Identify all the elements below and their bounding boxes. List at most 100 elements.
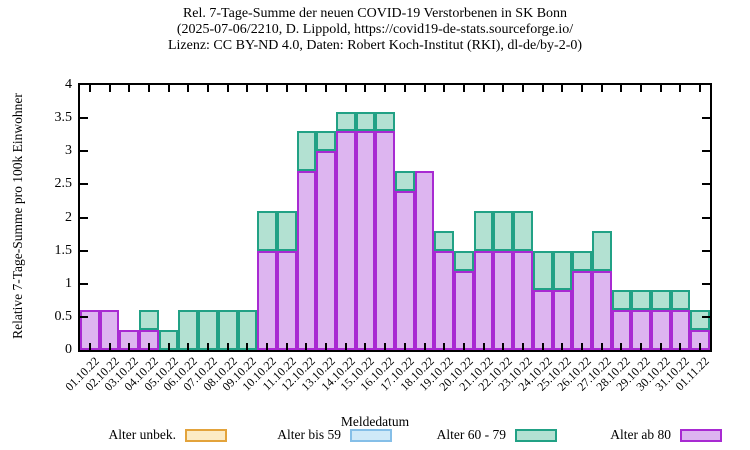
bar-segment — [454, 270, 474, 350]
x-axis-tick — [640, 85, 643, 92]
y-axis-tick — [702, 249, 710, 252]
bar-segment — [572, 250, 592, 271]
bar-segment — [434, 230, 455, 251]
x-axis-tick — [679, 85, 682, 92]
bar-segment — [316, 131, 336, 152]
x-axis-tick — [679, 343, 682, 350]
x-axis-tick — [423, 85, 426, 92]
bar-segment — [355, 111, 376, 132]
x-axis-tick — [423, 343, 426, 350]
x-axis-tick — [167, 85, 170, 92]
bar-segment — [139, 310, 159, 331]
x-axis-tick — [600, 85, 603, 92]
legend-item-alter-bis-59: Alter bis 59 — [150, 427, 392, 443]
bar-segment — [690, 310, 710, 331]
x-axis-tick — [167, 343, 170, 350]
bar-segment — [454, 250, 474, 271]
chart-title-line3: Lizenz: CC BY-ND 4.0, Daten: Robert Koch… — [167, 38, 583, 53]
x-axis-tick — [364, 343, 367, 350]
x-axis-tick — [344, 343, 347, 350]
legend-swatch — [680, 428, 722, 442]
y-axis-tick — [702, 315, 710, 318]
y-axis-tick — [80, 282, 88, 285]
bar-segment — [631, 290, 651, 311]
y-axis-tick-label: 0 — [65, 342, 72, 357]
bar-segment — [335, 111, 356, 132]
bar-segment — [572, 270, 592, 350]
y-axis-tick — [702, 183, 710, 186]
x-axis-tick — [88, 343, 91, 350]
x-axis-tick — [403, 85, 406, 92]
y-axis-tick — [702, 216, 710, 219]
x-axis-tick — [266, 85, 269, 92]
y-axis-tick — [702, 282, 710, 285]
y-axis-tick — [80, 216, 88, 219]
legend-item-alter-60-79: Alter 60 - 79 — [315, 427, 557, 443]
bar-segment — [257, 210, 277, 251]
x-axis-tick — [108, 85, 111, 92]
x-axis-tick — [226, 85, 229, 92]
x-axis-tick — [88, 85, 91, 92]
bar-segment — [591, 230, 612, 271]
bar-segment — [513, 210, 533, 251]
bar-segment — [473, 210, 494, 251]
x-axis-tick — [285, 85, 288, 92]
legend-swatch — [185, 428, 227, 442]
x-axis-tick — [581, 343, 584, 350]
x-axis-tick — [128, 343, 131, 350]
x-axis-tick — [147, 343, 150, 350]
x-axis-tick — [659, 343, 662, 350]
x-axis-tick — [206, 343, 209, 350]
chart-title-line2: (2025-07-06/2210, D. Lippold, https://co… — [176, 22, 574, 37]
bar-segment — [316, 151, 336, 350]
x-axis-tick — [285, 343, 288, 350]
bar-segment — [395, 191, 415, 350]
x-axis-tick — [600, 343, 603, 350]
bar-segment — [532, 290, 553, 350]
legend-swatch — [515, 428, 557, 442]
x-axis-tick — [561, 85, 564, 92]
y-axis-tick-label: 3.5 — [54, 110, 73, 126]
bar-segment — [395, 171, 415, 191]
x-axis-tick — [620, 343, 623, 350]
legend-label-alter-bis-59: Alter bis 59 — [277, 427, 341, 442]
bar-segment — [473, 250, 494, 350]
x-axis-tick — [561, 343, 564, 350]
bar-segment — [414, 171, 435, 350]
x-axis-tick — [462, 85, 465, 92]
x-axis-tick — [699, 85, 702, 92]
x-axis-title: Meldedatum — [340, 414, 410, 429]
bar-segment — [276, 250, 297, 350]
x-axis-tick — [541, 343, 544, 350]
x-axis-tick — [147, 85, 150, 92]
bar-segment — [591, 270, 612, 350]
bar-segment — [493, 210, 514, 251]
y-axis-tick-label: 3 — [65, 143, 72, 159]
bar-segment — [375, 131, 395, 350]
x-axis-tick — [443, 85, 446, 92]
x-axis-tick — [620, 85, 623, 92]
y-axis-tick-label: 1.5 — [54, 242, 73, 258]
x-axis-tick — [305, 85, 308, 92]
x-axis-tick — [384, 85, 387, 92]
x-axis-tick — [502, 85, 505, 92]
bar-segment — [276, 210, 297, 251]
bar-segment — [257, 250, 277, 350]
x-axis-tick — [128, 85, 131, 92]
bar-segment — [552, 250, 573, 291]
x-axis-tick — [246, 85, 249, 92]
x-axis-tick — [659, 85, 662, 92]
y-axis-tick-label: 0.5 — [54, 308, 73, 324]
bar-segment — [355, 131, 376, 350]
x-axis-tick — [364, 85, 367, 92]
y-axis-tick-label: 2.5 — [54, 176, 73, 192]
bar-segment — [335, 131, 356, 350]
y-axis-tick — [80, 183, 88, 186]
x-axis-tick — [521, 343, 524, 350]
x-axis-tick — [482, 343, 485, 350]
x-axis-tick — [226, 343, 229, 350]
bar-segment — [434, 250, 455, 350]
legend-label-alter-ab-80: Alter ab 80 — [610, 427, 671, 442]
chart-title-line1: Rel. 7-Tage-Summe der neuen COVID-19 Ver… — [182, 6, 568, 21]
